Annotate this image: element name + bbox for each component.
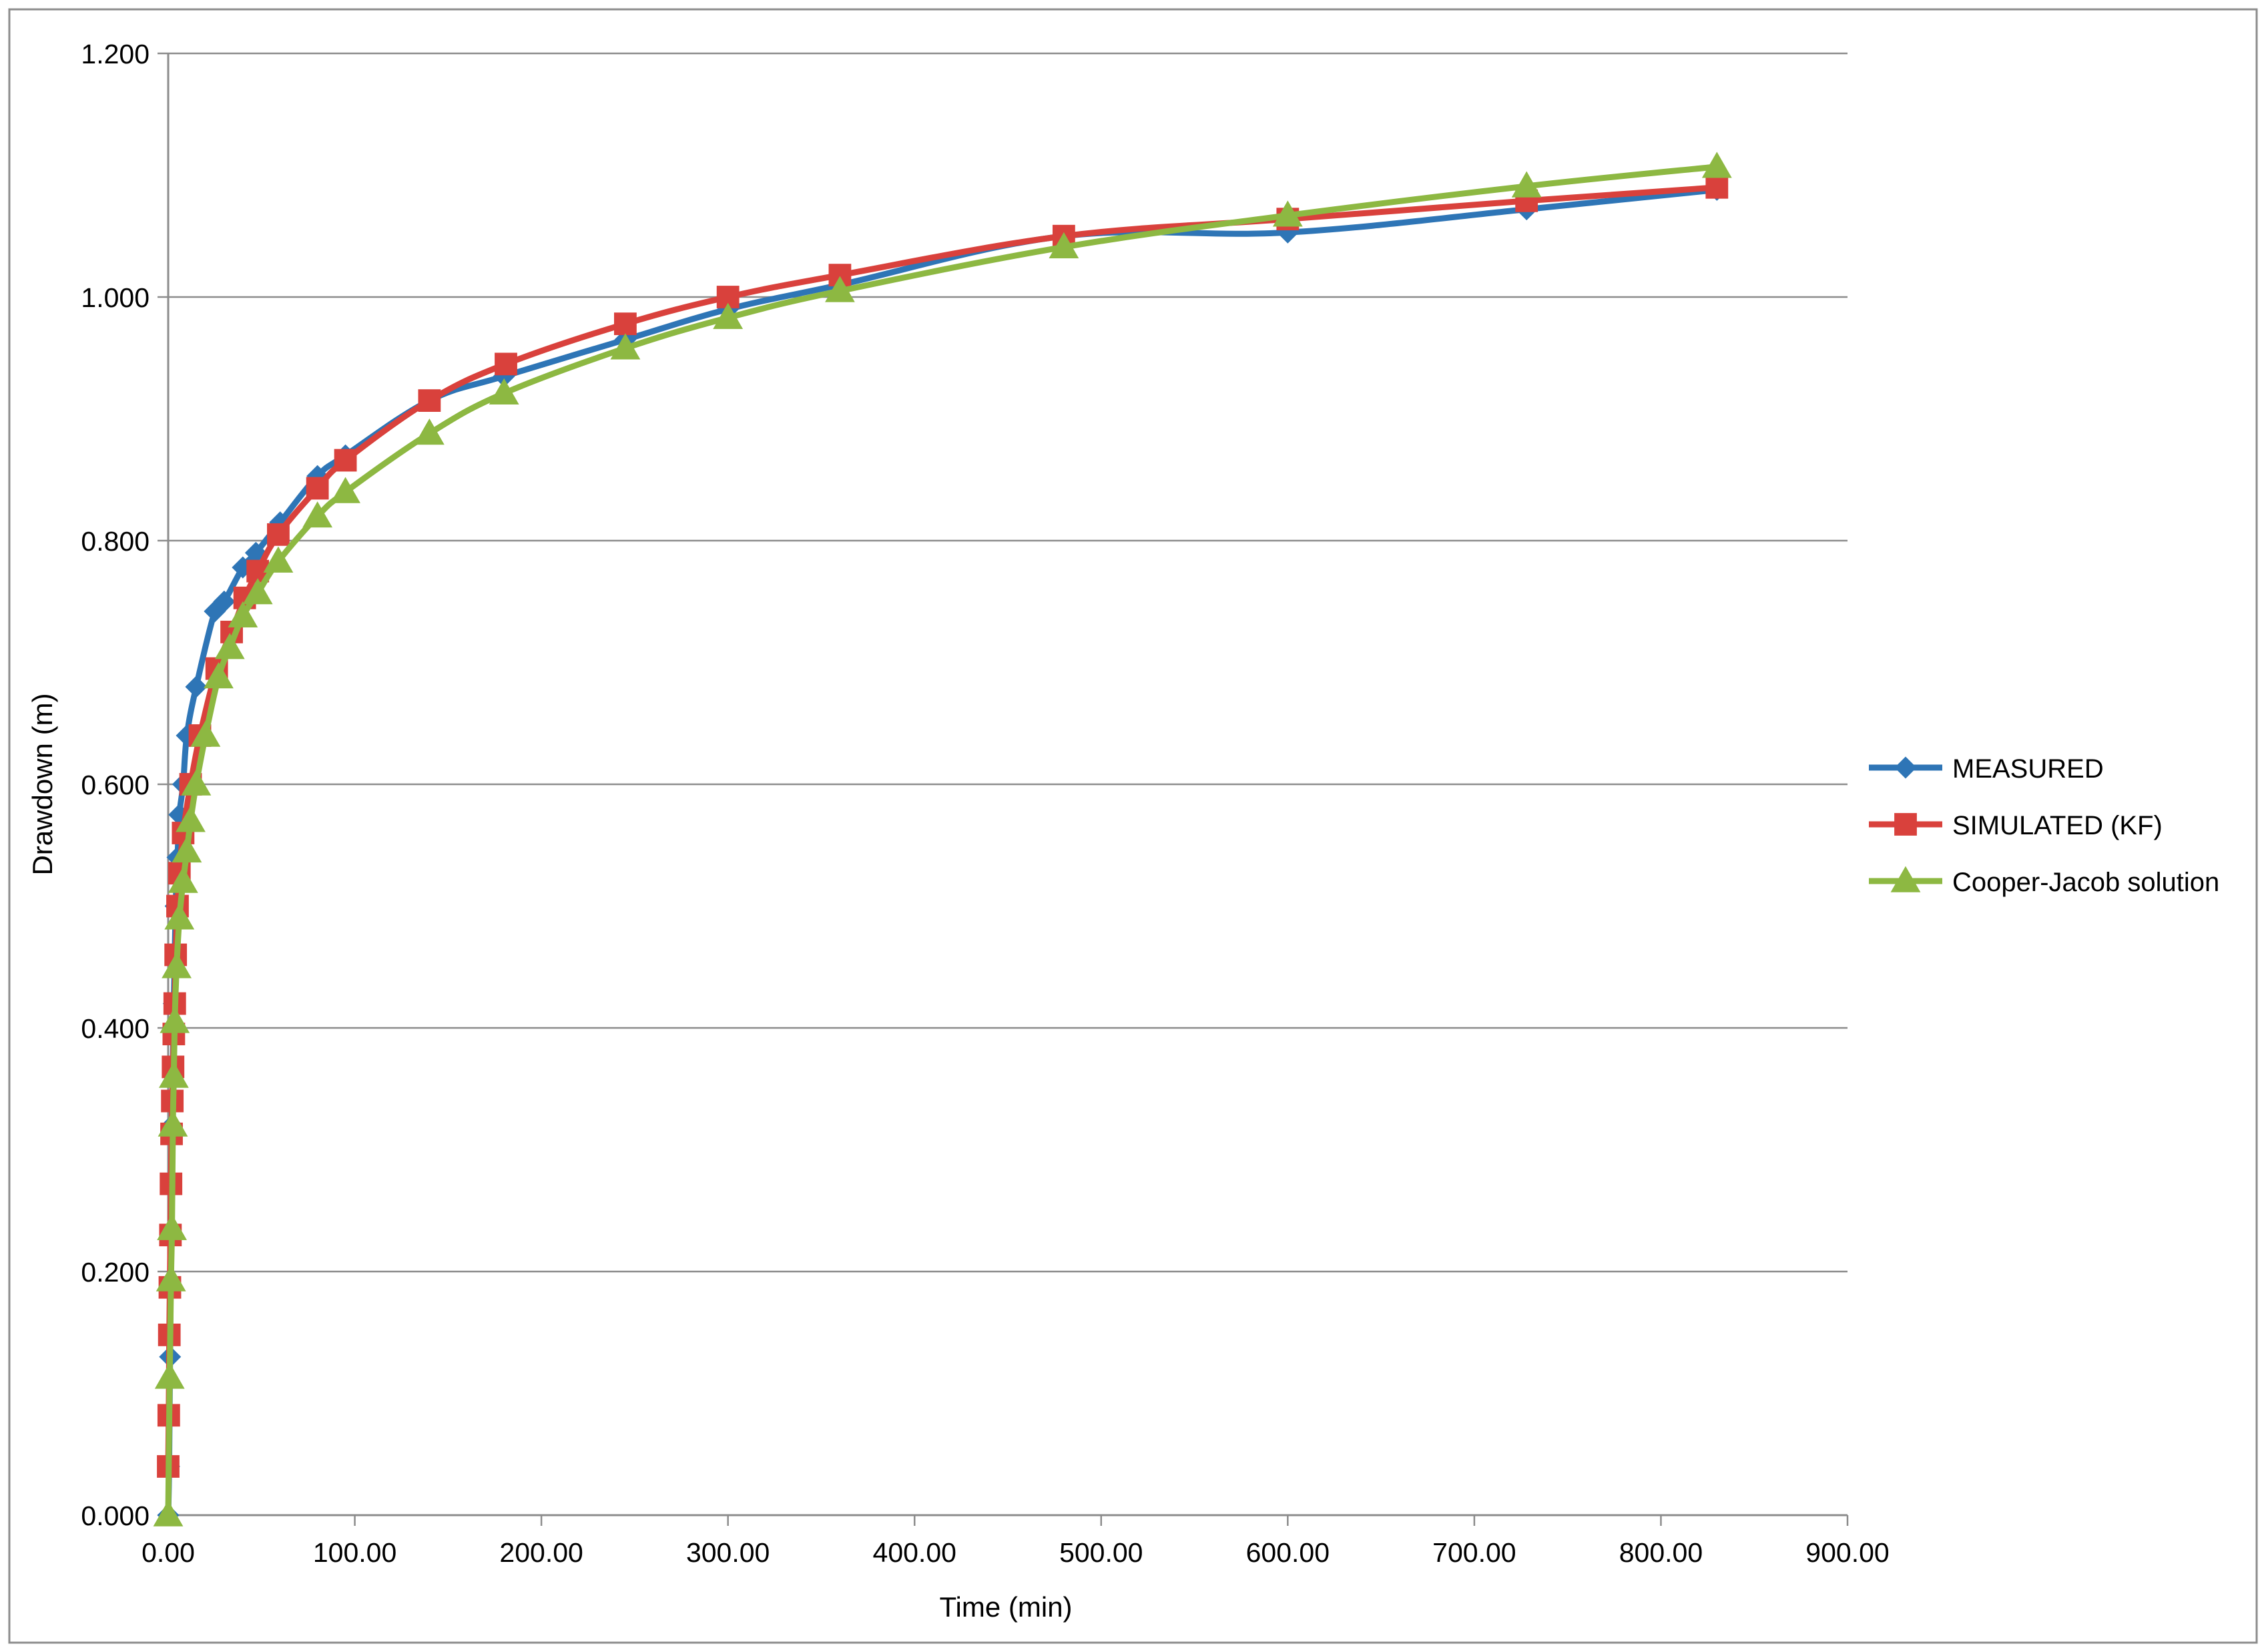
y-tick-label: 0.200 [81, 1257, 150, 1288]
series-cooper-jacob-solution [153, 152, 1732, 1527]
data-point-simulated-kf [1705, 176, 1729, 199]
data-point-measured [185, 675, 208, 698]
x-tick-label: 600.00 [1246, 1537, 1330, 1568]
data-point-cooper-jacob-solution [157, 1213, 187, 1240]
legend-label-cooper-jacob-solution: Cooper-Jacob solution [1952, 868, 2219, 897]
data-point-cooper-jacob-solution [1272, 200, 1303, 227]
axes: 0.000 0.200 0.400 0.600 0.800 1.000 1.200 0.00 1… [81, 39, 1889, 1568]
data-point-simulated-kf [614, 312, 637, 336]
data-point-cooper-jacob-solution [713, 302, 744, 329]
y-tick-label: 0.000 [81, 1500, 150, 1531]
y-tick-label: 0.400 [81, 1013, 150, 1044]
data-point-cooper-jacob-solution [610, 333, 641, 360]
x-tick-label: 100.00 [313, 1537, 396, 1568]
y-tick-label: 0.800 [81, 526, 150, 557]
legend-entry-cooper-jacob-solution: Cooper-Jacob solution [1869, 866, 2219, 897]
data-point-cooper-jacob-solution [190, 720, 221, 747]
y-tick-label: 1.200 [81, 39, 150, 69]
y-axis-title: Drawdown (m) [27, 693, 58, 875]
x-tick-label: 0.00 [141, 1537, 195, 1568]
legend-marker-cooper-jacob-solution [1890, 866, 1921, 892]
data-point-cooper-jacob-solution [1701, 152, 1732, 178]
data-point-cooper-jacob-solution [160, 1007, 190, 1033]
data-point-cooper-jacob-solution [214, 633, 245, 659]
data-point-simulated-kf [334, 449, 357, 472]
legend-entry-measured: MEASURED [1869, 754, 2104, 784]
data-point-simulated-kf [418, 389, 441, 412]
data-point-cooper-jacob-solution [489, 378, 519, 404]
data-point-cooper-jacob-solution [158, 1110, 188, 1137]
data-point-cooper-jacob-solution [1049, 232, 1079, 258]
data-point-cooper-jacob-solution [1511, 171, 1542, 198]
x-tick-label: 900.00 [1805, 1537, 1889, 1568]
x-tick-label: 700.00 [1432, 1537, 1516, 1568]
legend-marker-simulated-kf [1894, 813, 1917, 836]
data-point-cooper-jacob-solution [172, 836, 202, 863]
data-point-simulated-kf [267, 523, 290, 546]
data-point-cooper-jacob-solution [302, 501, 333, 528]
data-point-cooper-jacob-solution [330, 477, 360, 503]
data-point-cooper-jacob-solution [414, 419, 445, 445]
legend: MEASURED SIMULATED (KF) Cooper-Jacob solut… [1869, 754, 2219, 897]
y-tick-label: 0.600 [81, 770, 150, 800]
data-point-cooper-jacob-solution [156, 1265, 186, 1292]
x-axis-title: Time (min) [939, 1591, 1072, 1623]
data-point-simulated-kf [495, 352, 517, 376]
x-tick-label: 300.00 [686, 1537, 770, 1568]
data-point-measured [213, 590, 236, 613]
gridlines [168, 52, 1848, 1273]
data-point-cooper-jacob-solution [168, 866, 198, 893]
data-point-cooper-jacob-solution [162, 952, 192, 979]
x-tick-label: 400.00 [873, 1537, 956, 1568]
legend-label-measured: MEASURED [1952, 754, 2104, 784]
legend-label-simulated-kf: SIMULATED (KF) [1952, 811, 2163, 840]
data-point-cooper-jacob-solution [228, 601, 258, 627]
data-point-cooper-jacob-solution [204, 662, 234, 689]
data-point-simulated-kf [306, 477, 329, 500]
series-lines [153, 152, 1732, 1527]
y-tick-label: 1.000 [81, 282, 150, 313]
x-tick-label: 200.00 [499, 1537, 583, 1568]
data-point-cooper-jacob-solution [164, 903, 195, 930]
data-point-cooper-jacob-solution [176, 806, 206, 832]
data-point-cooper-jacob-solution [153, 1500, 184, 1527]
data-point-cooper-jacob-solution [158, 1061, 189, 1088]
data-point-cooper-jacob-solution [181, 769, 212, 796]
data-point-cooper-jacob-solution [825, 276, 855, 302]
x-tick-label: 500.00 [1059, 1537, 1143, 1568]
legend-entry-simulated-kf: SIMULATED (KF) [1869, 811, 2163, 840]
data-point-cooper-jacob-solution [154, 1362, 185, 1389]
legend-marker-measured [1894, 756, 1917, 779]
data-point-cooper-jacob-solution [242, 578, 273, 605]
data-point-cooper-jacob-solution [263, 546, 294, 573]
x-tick-label: 800.00 [1619, 1537, 1703, 1568]
